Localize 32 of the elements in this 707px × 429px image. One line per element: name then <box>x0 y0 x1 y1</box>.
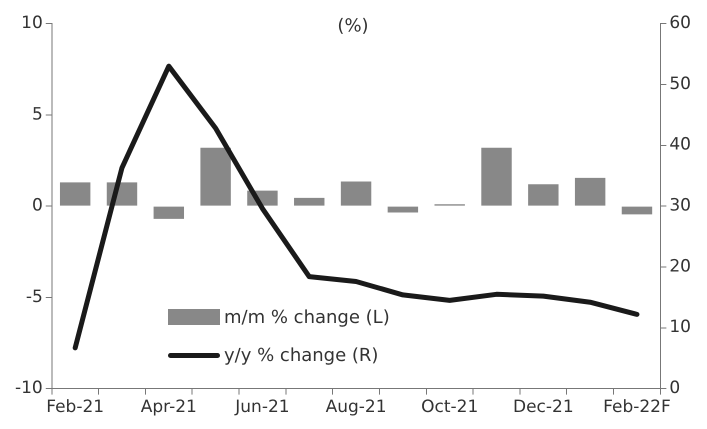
y-tick-label: 10 <box>21 13 43 34</box>
bar <box>154 206 184 219</box>
bar <box>294 198 324 206</box>
bar <box>388 206 418 212</box>
x-tick-label: Feb-21 <box>46 397 104 418</box>
bar <box>340 181 372 206</box>
x-tick-label: Aug-21 <box>326 397 387 418</box>
y2-tick-label: 30 <box>669 196 692 216</box>
y-tick-label: 0 <box>32 196 43 216</box>
y2-tick-label: 40 <box>669 134 692 155</box>
x-tick-label: Jun-21 <box>234 397 290 418</box>
bar <box>60 182 90 206</box>
bar <box>528 184 559 206</box>
y-tick-label: 5 <box>32 104 43 124</box>
y2-tick-label: 10 <box>669 317 692 338</box>
legend-label: y/y % change (R) <box>224 344 378 366</box>
y2-tick-label: 0 <box>669 378 680 398</box>
y-tick-label: -5 <box>26 286 43 307</box>
y2-tick-label: 20 <box>669 256 692 276</box>
y-tick-label: -10 <box>14 378 43 398</box>
bar <box>622 206 652 214</box>
x-tick-label: Feb-22F <box>603 397 671 418</box>
x-tick-label: Oct-21 <box>421 397 478 418</box>
bar <box>481 148 512 206</box>
y2-tick-label: 60 <box>669 13 692 34</box>
legend-label: m/m % change (L) <box>224 306 390 328</box>
x-tick-label: Dec-21 <box>512 397 574 418</box>
x-tick-label: Apr-21 <box>140 397 197 418</box>
chart-title: (%) <box>337 15 369 36</box>
bar <box>200 148 231 206</box>
y2-tick-label: 50 <box>669 74 692 94</box>
bar <box>574 178 606 206</box>
